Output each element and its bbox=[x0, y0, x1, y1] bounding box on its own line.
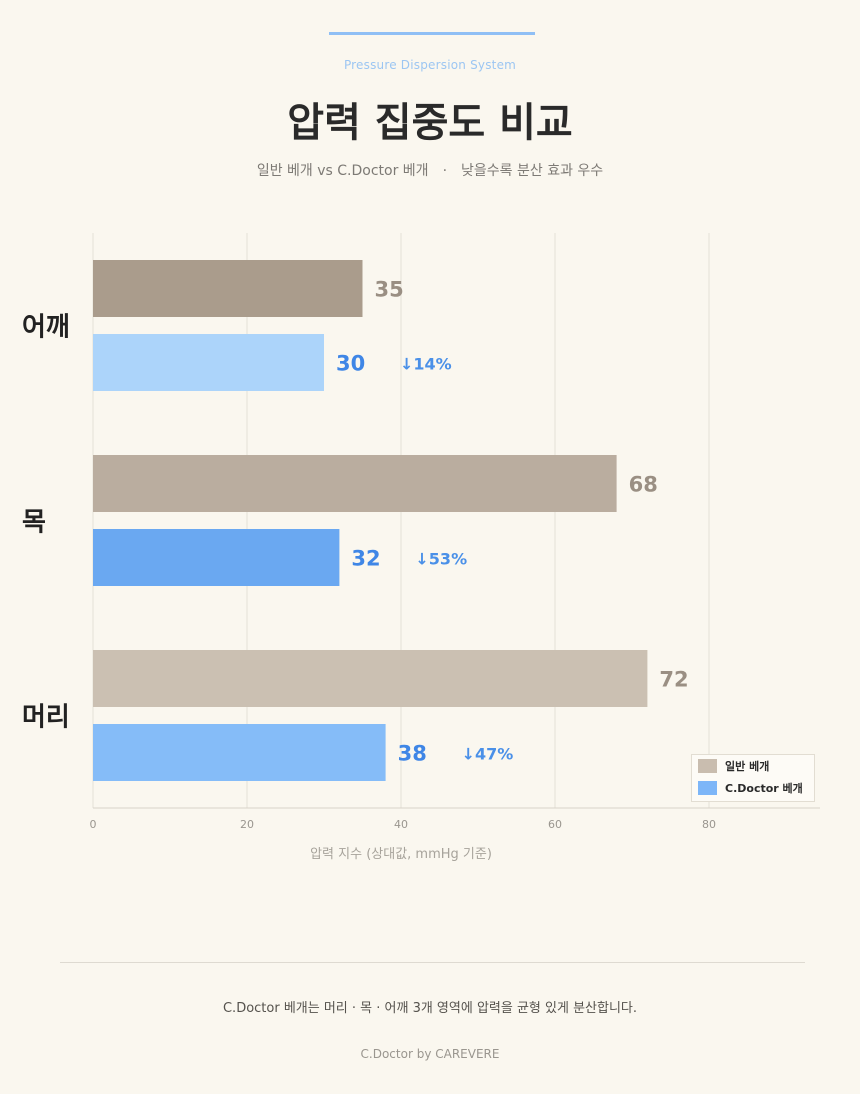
bar-doctor bbox=[93, 724, 386, 781]
reduction-label: ↓14% bbox=[400, 355, 452, 374]
bar-value-base: 72 bbox=[659, 668, 688, 692]
footer-divider bbox=[60, 962, 805, 963]
legend-item-base: 일반 베개 bbox=[692, 755, 814, 777]
bar-base bbox=[93, 650, 648, 707]
category-label: 목 bbox=[22, 508, 46, 538]
x-tick-label: 40 bbox=[394, 818, 408, 831]
subtitle-right: 낮을수록 분산 효과 우수 bbox=[461, 163, 604, 179]
bar-base bbox=[93, 260, 363, 317]
category-label: 어깨 bbox=[22, 313, 70, 343]
eyebrow-text: Pressure Dispersion System bbox=[343, 58, 517, 72]
legend-swatch-doctor bbox=[698, 781, 717, 795]
legend-label-doctor: C.Doctor 베개 bbox=[725, 782, 803, 795]
reduction-label: ↓53% bbox=[415, 550, 467, 569]
legend-swatch-base bbox=[698, 759, 717, 773]
x-tick-label: 20 bbox=[240, 818, 254, 831]
legend-label-base: 일반 베개 bbox=[725, 760, 770, 773]
bar-doctor bbox=[93, 334, 324, 391]
footer-note: C.Doctor 베개는 머리 · 목 · 어깨 3개 영역에 압력을 균형 있… bbox=[222, 1001, 637, 1016]
bar-value-doctor: 38 bbox=[398, 742, 427, 766]
bar-value-base: 35 bbox=[375, 278, 404, 302]
bar-value-base: 68 bbox=[629, 473, 658, 497]
x-axis-label: 압력 지수 (상대값, mmHg 기준) bbox=[310, 847, 492, 862]
subtitle-separator: · bbox=[442, 163, 448, 179]
bar-value-doctor: 30 bbox=[336, 352, 365, 376]
reduction-label: ↓47% bbox=[462, 745, 514, 764]
x-tick-label: 60 bbox=[548, 818, 562, 831]
x-tick-label: 0 bbox=[90, 818, 97, 831]
bar-doctor bbox=[93, 529, 340, 586]
category-label: 머리 bbox=[22, 703, 70, 733]
footer-brand: C.Doctor by CAREVERE bbox=[360, 1047, 500, 1061]
bar-value-doctor: 32 bbox=[351, 547, 380, 571]
subtitle: 일반 베개 vs C.Doctor 베개 · 낮을수록 분산 효과 우수 bbox=[0, 160, 860, 180]
x-tick-label: 80 bbox=[702, 818, 716, 831]
chart-legend: 일반 베개 C.Doctor 베개 bbox=[691, 754, 815, 802]
subtitle-left: 일반 베개 vs C.Doctor 베개 bbox=[256, 163, 429, 179]
bar-base bbox=[93, 455, 617, 512]
legend-item-doctor: C.Doctor 베개 bbox=[692, 777, 814, 799]
page-title: 압력 집중도 비교 bbox=[287, 100, 573, 146]
top-accent-rule bbox=[329, 32, 535, 35]
